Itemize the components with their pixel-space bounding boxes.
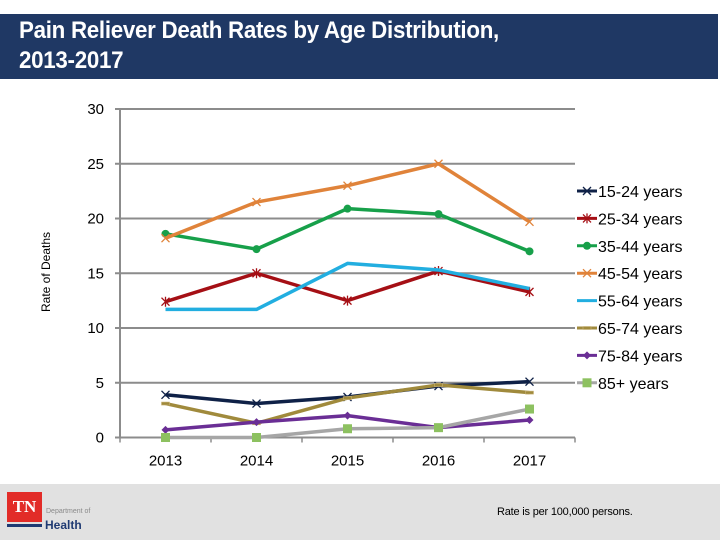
legend-item: 45-54 years: [577, 266, 683, 283]
legend-label: 85+ years: [598, 376, 669, 393]
legend-item: 85+ years: [577, 376, 669, 393]
diamond-marker: [161, 425, 170, 434]
circle-marker: [343, 204, 352, 213]
diamond-marker: [583, 351, 591, 360]
x-tick-label: 2017: [513, 453, 546, 470]
x-tick-label: 2013: [149, 453, 182, 470]
legend-item: 25-34 years: [577, 211, 683, 228]
series-line: [164, 162, 531, 240]
x-marker: [252, 197, 261, 207]
series-lines: [161, 159, 534, 442]
series-45-54-years: [161, 159, 534, 243]
dash-marker: [582, 326, 592, 330]
y-tick-label: 0: [96, 430, 104, 447]
x-marker: [343, 181, 352, 191]
star-marker: [161, 296, 170, 307]
dash-marker: [434, 383, 443, 387]
diamond-marker: [252, 418, 261, 427]
circle-marker: [434, 210, 443, 219]
x-tick-label: 2016: [422, 453, 455, 470]
title-bar: Pain Reliever Death Rates by Age Distrib…: [0, 14, 718, 79]
legend-label: 15-24 years: [598, 184, 683, 201]
x-marker: [525, 217, 534, 227]
legend-item: 15-24 years: [577, 184, 683, 201]
footer: TN Department of Health Rate is per 100,…: [0, 484, 720, 540]
dash-marker: [161, 401, 170, 406]
x-tick-label: 2014: [240, 453, 273, 470]
series-85plus-years: [161, 404, 534, 442]
square-marker: [525, 404, 534, 414]
y-tick-label: 10: [87, 320, 104, 337]
logo-health-text: Health: [45, 518, 82, 532]
series-35-44-years: [161, 204, 534, 256]
logo-department-text: Department of: [46, 508, 91, 515]
tn-logo: TN: [7, 492, 42, 522]
legend-label: 45-54 years: [598, 266, 683, 283]
square-marker: [434, 423, 443, 433]
footnote: Rate is per 100,000 persons.: [497, 506, 633, 518]
square-marker: [252, 433, 261, 442]
y-tick-label: 5: [96, 375, 104, 392]
y-tick-label: 20: [87, 211, 104, 228]
y-tick-label: 30: [87, 101, 104, 118]
circle-marker: [525, 247, 534, 256]
legend-item: 55-64 years: [577, 294, 683, 311]
star-marker: [582, 213, 592, 224]
square-marker: [582, 378, 592, 388]
legend-label: 75-84 years: [598, 348, 683, 365]
series-line: [165, 261, 530, 312]
square-marker: [343, 424, 352, 434]
x-marker: [252, 399, 261, 409]
x-marker: [525, 377, 534, 387]
legend-item: 75-84 years: [577, 348, 683, 365]
series-25-34-years: [161, 266, 534, 307]
circle-marker: [252, 245, 261, 254]
star-marker: [343, 295, 352, 306]
legend-label: 65-74 years: [598, 321, 683, 338]
x-marker: [582, 186, 592, 196]
y-tick-label: 25: [87, 156, 104, 173]
legend: 15-24 years 25-34 years 35-44 years 45-54 y…: [577, 184, 683, 393]
x-marker: [161, 390, 170, 400]
square-marker: [161, 433, 170, 442]
series-55-64-years: [165, 261, 530, 312]
x-marker: [582, 268, 592, 278]
y-tick-label: 15: [87, 265, 104, 282]
legend-label: 25-34 years: [598, 211, 683, 228]
chart-title: Pain Reliever Death Rates by Age Distrib…: [19, 17, 499, 74]
legend-item: 35-44 years: [577, 239, 683, 256]
star-marker: [252, 268, 261, 279]
dash-marker: [525, 390, 534, 395]
line-chart: 0 5 10 15 20 25 30 2013 2014 2015 2016 2017 15-24 y…: [39, 101, 683, 470]
diamond-marker: [525, 415, 534, 424]
dash-marker: [343, 396, 352, 400]
y-axis-label: Rate of Deaths: [39, 232, 53, 312]
diamond-marker: [343, 411, 352, 420]
logo-rule: [7, 524, 42, 527]
legend-item: 65-74 years: [577, 321, 683, 338]
series-line: [165, 379, 530, 406]
x-marker: [161, 233, 170, 243]
legend-label: 35-44 years: [598, 239, 683, 256]
circle-marker: [583, 241, 591, 250]
gridlines: [115, 108, 575, 384]
x-marker: [434, 159, 443, 169]
legend-label: 55-64 years: [598, 294, 683, 311]
x-tick-label: 2015: [331, 453, 364, 470]
